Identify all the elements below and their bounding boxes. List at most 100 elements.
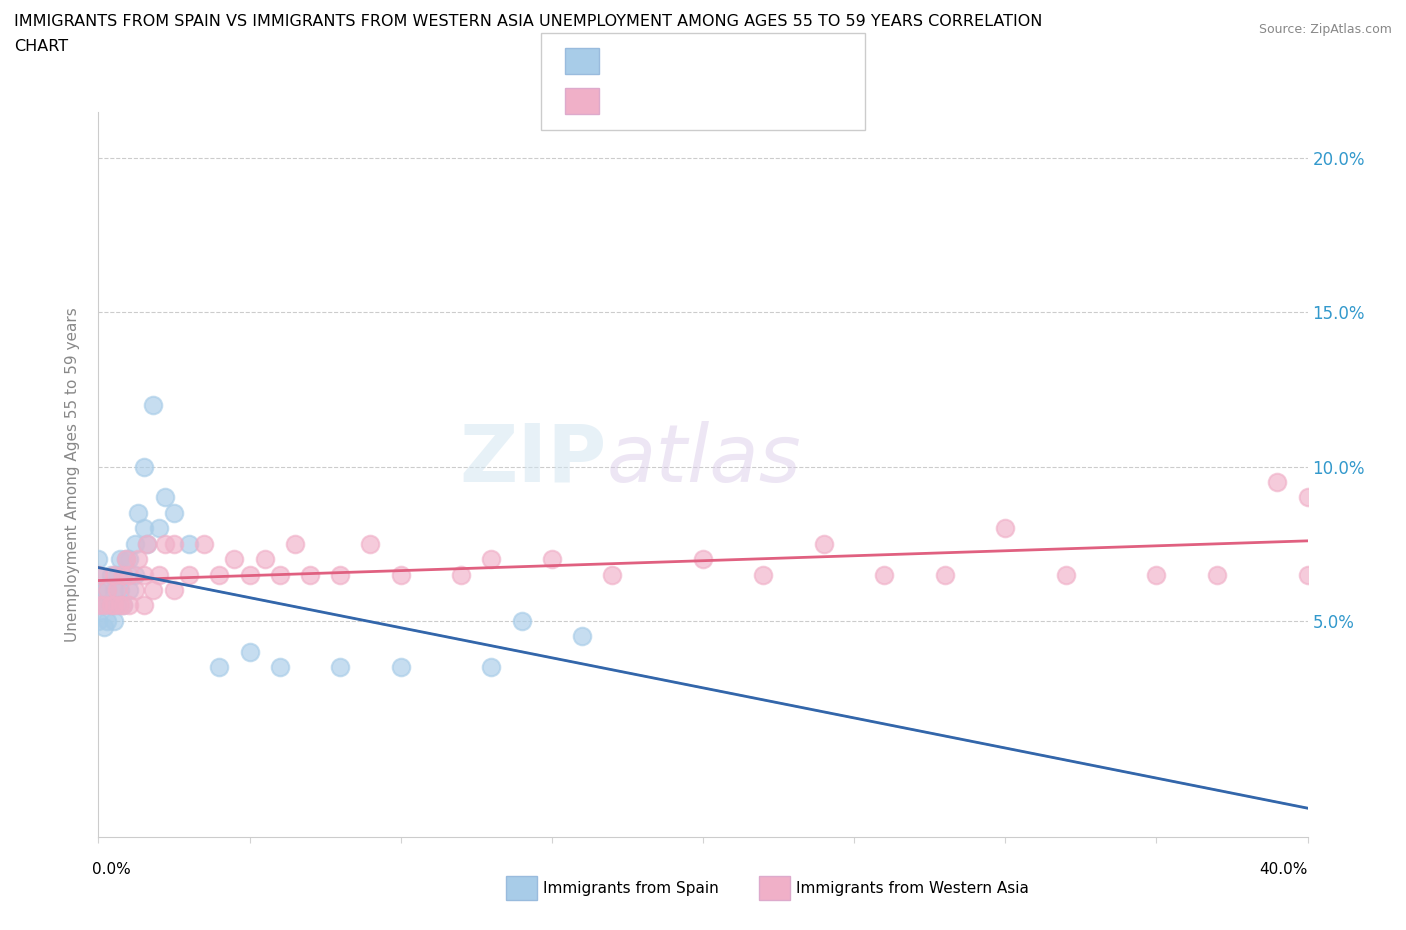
Point xyxy=(103,567,125,582)
Point xyxy=(602,567,624,582)
Point xyxy=(93,598,115,613)
Point xyxy=(132,598,155,613)
Point xyxy=(93,598,115,613)
Point xyxy=(96,582,118,597)
Point xyxy=(360,537,382,551)
Text: Source: ZipAtlas.com: Source: ZipAtlas.com xyxy=(1258,23,1392,36)
Point xyxy=(118,551,141,566)
Text: 40.0%: 40.0% xyxy=(1260,862,1308,877)
Point xyxy=(752,567,775,582)
Text: R =  0.193   N = 41: R = 0.193 N = 41 xyxy=(610,52,786,71)
Point xyxy=(114,551,136,566)
Point xyxy=(114,551,136,566)
Point xyxy=(208,659,231,674)
Point xyxy=(103,582,125,597)
Text: CHART: CHART xyxy=(14,39,67,54)
Point xyxy=(111,598,134,613)
Point xyxy=(692,551,714,566)
Point xyxy=(87,614,110,629)
Point xyxy=(329,659,352,674)
Point xyxy=(1296,490,1319,505)
Point xyxy=(994,521,1017,536)
Point xyxy=(127,551,149,566)
Point xyxy=(108,582,131,597)
Point xyxy=(118,567,141,582)
Point xyxy=(87,567,110,582)
Point xyxy=(1054,567,1077,582)
Y-axis label: Unemployment Among Ages 55 to 59 years: Unemployment Among Ages 55 to 59 years xyxy=(65,307,80,642)
Point xyxy=(111,598,134,613)
Point xyxy=(100,598,122,613)
Point xyxy=(1206,567,1229,582)
Point xyxy=(87,551,110,566)
Point xyxy=(118,598,141,613)
Text: Immigrants from Western Asia: Immigrants from Western Asia xyxy=(796,881,1029,896)
Point xyxy=(100,598,122,613)
Point xyxy=(124,567,146,582)
Text: 0.0%: 0.0% xyxy=(93,862,131,877)
Point xyxy=(1267,474,1289,489)
Point xyxy=(103,614,125,629)
Point xyxy=(96,582,118,597)
Point xyxy=(450,567,472,582)
Point xyxy=(239,644,262,659)
Point xyxy=(934,567,956,582)
Point xyxy=(105,567,128,582)
Point xyxy=(132,459,155,474)
Point xyxy=(153,490,176,505)
Text: Immigrants from Spain: Immigrants from Spain xyxy=(543,881,718,896)
Point xyxy=(142,582,165,597)
Text: atlas: atlas xyxy=(606,420,801,498)
Point xyxy=(108,598,131,613)
Point xyxy=(224,551,246,566)
Point xyxy=(284,537,307,551)
Point xyxy=(118,582,141,597)
Point xyxy=(132,567,155,582)
Point xyxy=(481,551,503,566)
Point xyxy=(87,567,110,582)
Point xyxy=(208,567,231,582)
Point xyxy=(135,537,157,551)
Point xyxy=(103,598,125,613)
Point xyxy=(1144,567,1167,582)
Point xyxy=(108,551,131,566)
Point xyxy=(111,567,134,582)
Point xyxy=(148,567,170,582)
Point xyxy=(124,537,146,551)
Point xyxy=(93,619,115,634)
Text: IMMIGRANTS FROM SPAIN VS IMMIGRANTS FROM WESTERN ASIA UNEMPLOYMENT AMONG AGES 55: IMMIGRANTS FROM SPAIN VS IMMIGRANTS FROM… xyxy=(14,14,1042,29)
Point xyxy=(389,567,412,582)
Point xyxy=(571,629,593,644)
Point xyxy=(96,614,118,629)
Point xyxy=(1296,567,1319,582)
Text: ZIP: ZIP xyxy=(458,420,606,498)
Point xyxy=(87,582,110,597)
Point xyxy=(193,537,215,551)
Point xyxy=(163,582,186,597)
Point xyxy=(299,567,322,582)
Point xyxy=(239,567,262,582)
Point xyxy=(124,582,146,597)
Point xyxy=(540,551,562,566)
Point xyxy=(142,397,165,412)
Point xyxy=(179,567,201,582)
Point xyxy=(100,567,122,582)
Point xyxy=(132,521,155,536)
Point xyxy=(105,598,128,613)
Text: R =  0.220   N = 52: R = 0.220 N = 52 xyxy=(610,92,786,111)
Point xyxy=(389,659,412,674)
Point xyxy=(179,537,201,551)
Point xyxy=(135,537,157,551)
Point xyxy=(153,537,176,551)
Point xyxy=(253,551,276,566)
Point xyxy=(163,505,186,520)
Point xyxy=(510,614,533,629)
Point xyxy=(873,567,896,582)
Point xyxy=(105,582,128,597)
Point xyxy=(269,567,291,582)
Point xyxy=(813,537,835,551)
Point xyxy=(329,567,352,582)
Point xyxy=(87,598,110,613)
Point xyxy=(269,659,291,674)
Point xyxy=(111,567,134,582)
